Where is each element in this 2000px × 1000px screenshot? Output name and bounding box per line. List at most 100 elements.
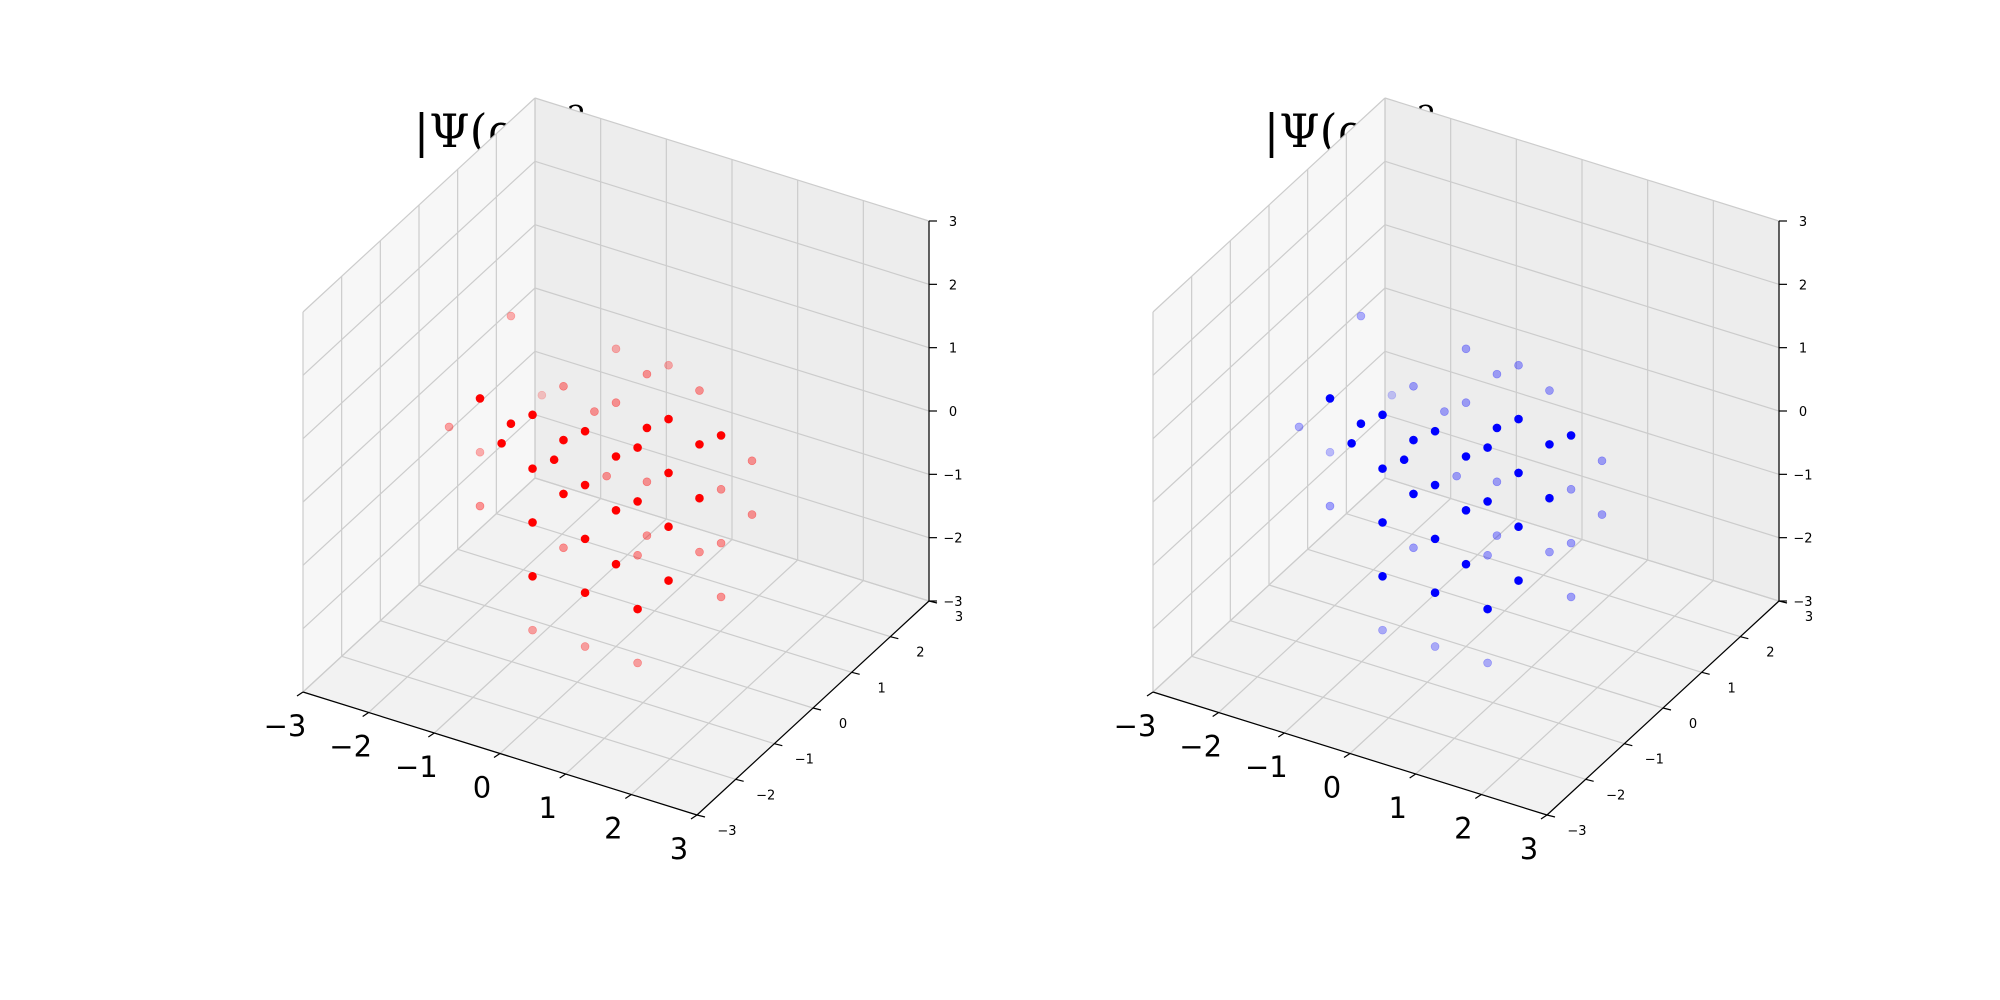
- z-tick-label: 2: [949, 278, 957, 293]
- scatter-point: [580, 642, 590, 651]
- scatter-point: [1440, 407, 1449, 416]
- scatter-point: [1378, 571, 1387, 581]
- scatter-point: [580, 480, 590, 490]
- scatter-point: [642, 531, 652, 540]
- x-tick: [493, 753, 501, 758]
- scatter-point: [475, 447, 485, 457]
- scatter-point: [633, 604, 642, 614]
- y-tick: [1662, 707, 1672, 711]
- scatter-point: [1492, 477, 1502, 487]
- subplot-1-axes: −3 −3 −3 −2 −2 −2 −1 −1 −1 0 0 0 1 1 1 2 2 2 3 3 3: [264, 97, 963, 866]
- scatter-point: [633, 497, 642, 506]
- scatter-point: [747, 456, 757, 466]
- scatter-point: [1461, 452, 1471, 461]
- y-tick-label: −2: [756, 788, 775, 803]
- scatter-point: [506, 311, 516, 321]
- x-tick: [1212, 712, 1219, 717]
- scatter-point: [611, 506, 621, 515]
- scatter-point: [664, 522, 673, 532]
- x-tick: [1475, 794, 1482, 799]
- scatter-point: [1409, 543, 1418, 553]
- gridline: [534, 97, 930, 222]
- z-tick-label: 1: [949, 342, 957, 357]
- scatter-point: [1461, 559, 1471, 569]
- x-tick-label: −1: [395, 750, 438, 784]
- scatter-point: [611, 559, 621, 569]
- gridline: [1152, 160, 1386, 376]
- y-tick: [890, 636, 899, 640]
- scatter-point: [1492, 369, 1502, 379]
- y-tick-label: 0: [839, 717, 847, 732]
- y-tick-label: 2: [916, 646, 924, 661]
- x-tick: [362, 712, 369, 717]
- scatter-point: [1356, 311, 1366, 321]
- scatter-point: [1545, 386, 1554, 395]
- scatter-point: [1514, 414, 1523, 424]
- scatter-point: [1347, 439, 1356, 448]
- x-tick: [296, 691, 304, 697]
- y-tick: [851, 671, 860, 675]
- gridline: [302, 97, 536, 313]
- x-tick: [428, 732, 435, 738]
- scatter-point: [528, 571, 537, 581]
- scatter-point: [716, 484, 726, 494]
- gridline: [496, 513, 891, 638]
- scatter-point: [664, 360, 673, 370]
- x-tick: [1540, 814, 1548, 820]
- scatter-point: [559, 381, 568, 391]
- scatter-point: [1452, 471, 1461, 481]
- y-tick: [1778, 600, 1788, 604]
- scatter-point: [695, 547, 704, 557]
- scatter-point: [549, 455, 559, 465]
- scatter-point: [1325, 501, 1335, 511]
- scatter-point: [642, 477, 652, 487]
- scatter-point: [1483, 443, 1492, 452]
- scatter-point: [1378, 518, 1387, 527]
- scatter-point: [1566, 592, 1576, 602]
- scatter-point: [559, 543, 568, 553]
- x-tick-label: −2: [1179, 730, 1222, 764]
- scatter-point: [497, 439, 506, 448]
- scatter-point: [716, 592, 726, 602]
- z-tick-label: 3: [1799, 215, 1807, 230]
- scatter-point: [633, 550, 642, 560]
- z-tick-label: −2: [943, 532, 962, 547]
- scatter-point: [580, 426, 590, 436]
- scatter-point: [1483, 604, 1492, 614]
- y-tick: [1701, 671, 1710, 675]
- y-tick-label: 1: [1728, 681, 1736, 696]
- scatter-point: [602, 471, 611, 481]
- x-tick-label: 3: [1520, 832, 1538, 866]
- scatter-point: [664, 468, 673, 478]
- scatter-point: [528, 518, 537, 527]
- subplot-2-axes: −3 −3 −3 −2 −2 −2 −1 −1 −1 0 0 0 1 1 1 2 2 2 3 3 3: [1114, 97, 1813, 866]
- y-tick-label: −1: [1645, 753, 1664, 768]
- x-tick-label: −3: [1114, 709, 1157, 743]
- scatter-point: [1461, 344, 1471, 354]
- y-tick-label: −1: [795, 753, 814, 768]
- scatter-point: [1461, 506, 1471, 515]
- scatter-point: [1566, 538, 1576, 548]
- x-tick: [625, 794, 632, 799]
- scatter-point: [580, 534, 590, 544]
- y-tick-label: 0: [1689, 717, 1697, 732]
- z-tick-label: 3: [949, 215, 957, 230]
- gridlines: [1152, 97, 1780, 816]
- x-tick: [1146, 691, 1154, 697]
- gridline: [534, 160, 930, 285]
- scatter-point: [1409, 381, 1418, 391]
- y-tick: [1585, 778, 1594, 782]
- z-tick-label: −3: [943, 595, 962, 610]
- gridline: [1384, 97, 1780, 222]
- scatter-point: [642, 369, 652, 379]
- y-tick: [1624, 743, 1633, 747]
- scatter-point: [1514, 360, 1523, 370]
- y-tick-label: 2: [1766, 646, 1774, 661]
- x-tick: [690, 814, 698, 820]
- x-tick: [1343, 753, 1351, 758]
- x-tick: [1409, 773, 1416, 779]
- x-tick-label: 2: [1454, 812, 1472, 846]
- scatter-point: [747, 510, 757, 519]
